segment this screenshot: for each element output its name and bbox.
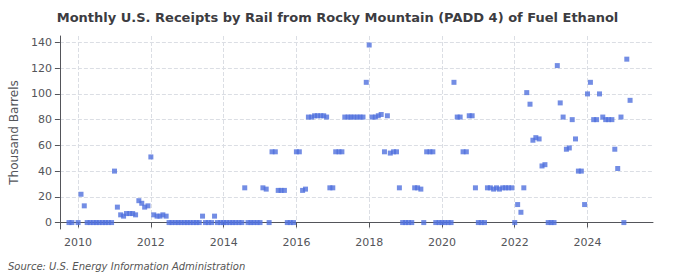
svg-text:60: 60 [38,139,52,152]
svg-text:Source: U.S. Energy Informatio: Source: U.S. Energy Information Administ… [8,261,245,272]
svg-text:80: 80 [38,113,52,126]
svg-text:20: 20 [38,190,52,203]
svg-text:2020: 2020 [428,236,456,249]
svg-text:100: 100 [31,87,52,100]
svg-text:2016: 2016 [282,236,310,249]
svg-text:2010: 2010 [64,236,92,249]
svg-text:2014: 2014 [210,236,238,249]
svg-text:2022: 2022 [501,236,529,249]
svg-text:0: 0 [45,216,52,229]
svg-text:40: 40 [38,165,52,178]
svg-text:2012: 2012 [137,236,165,249]
svg-text:Thousand Barrels: Thousand Barrels [7,80,21,185]
svg-text:Monthly U.S. Receipts by Rail: Monthly U.S. Receipts by Rail from Rocky… [57,10,619,25]
svg-text:2024: 2024 [574,236,602,249]
svg-text:2018: 2018 [355,236,383,249]
svg-text:140: 140 [31,36,52,49]
svg-text:120: 120 [31,62,52,75]
